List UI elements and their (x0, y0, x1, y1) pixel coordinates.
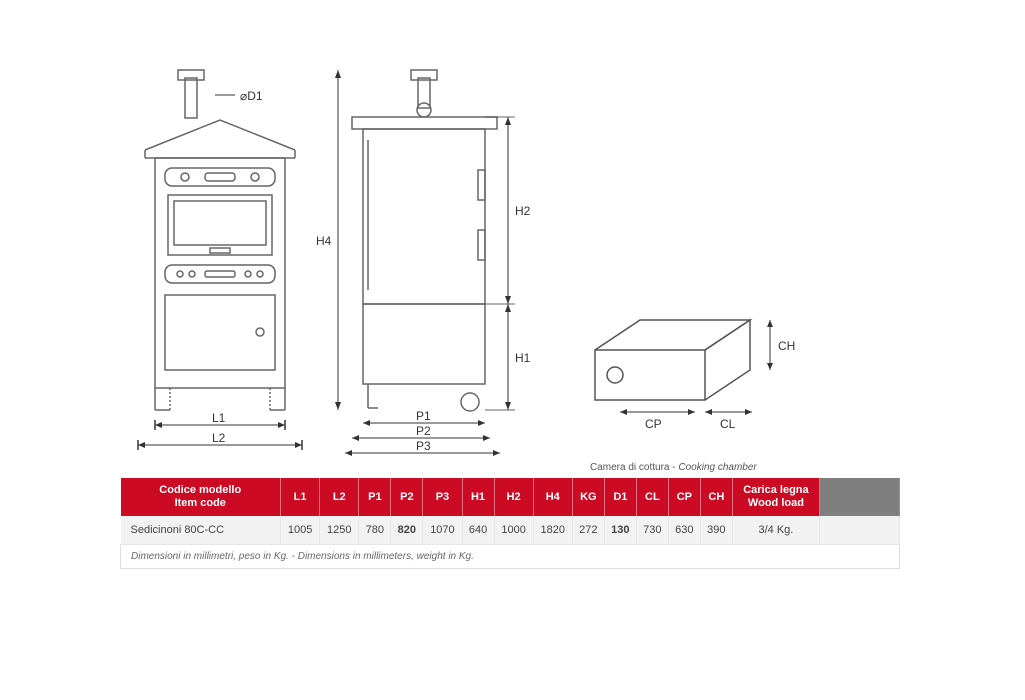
header-p2: P2 (391, 478, 423, 516)
svg-text:H2: H2 (515, 204, 531, 218)
cell-kg: 272 (572, 516, 604, 545)
cell-wood: 3/4 Kg. (732, 516, 819, 545)
svg-text:CP: CP (645, 417, 662, 431)
dimensions-table: Codice modello Item code L1 L2 P1 P2 P3 … (120, 478, 900, 569)
cell-ch: 390 (700, 516, 732, 545)
cell-h4: 1820 (533, 516, 572, 545)
cell-l1: 1005 (281, 516, 320, 545)
header-h4: H4 (533, 478, 572, 516)
diagram-svg: ⌀D1 L1 (120, 50, 890, 460)
header-l1: L1 (281, 478, 320, 516)
cell-h1: 640 (462, 516, 494, 545)
cell-p2: 820 (391, 516, 423, 545)
cell-cl: 730 (636, 516, 668, 545)
svg-text:H4: H4 (316, 234, 332, 248)
cooking-chamber-caption: Camera di cottura - Cooking chamber (590, 462, 757, 473)
header-cp: CP (668, 478, 700, 516)
cell-h2: 1000 (494, 516, 533, 545)
header-p1: P1 (359, 478, 391, 516)
svg-text:⌀D1: ⌀D1 (240, 89, 263, 103)
svg-text:P1: P1 (416, 409, 431, 423)
front-view: ⌀D1 L1 (138, 70, 302, 450)
header-wood: Carica legna Wood load (732, 478, 819, 516)
header-cl: CL (636, 478, 668, 516)
cooking-chamber: CL CP CH (595, 320, 795, 431)
cell-cp: 630 (668, 516, 700, 545)
svg-text:CH: CH (778, 339, 795, 353)
header-h2: H2 (494, 478, 533, 516)
svg-text:L2: L2 (212, 431, 226, 445)
header-d1: D1 (604, 478, 636, 516)
header-h1: H1 (462, 478, 494, 516)
table-header-row: Codice modello Item code L1 L2 P1 P2 P3 … (121, 478, 900, 516)
cell-d1: 130 (604, 516, 636, 545)
table-row: Sedicinoni 80C-CC 1005 1250 780 820 1070… (121, 516, 900, 545)
cell-p3: 1070 (423, 516, 462, 545)
header-ch: CH (700, 478, 732, 516)
header-p3: P3 (423, 478, 462, 516)
svg-text:P2: P2 (416, 424, 431, 438)
svg-text:L1: L1 (212, 411, 226, 425)
header-kg: KG (572, 478, 604, 516)
footnote: Dimensioni in millimetri, peso in Kg. - … (121, 545, 900, 569)
cell-p1: 780 (359, 516, 391, 545)
side-view: H4 H2 H1 P1 P2 P3 (316, 70, 531, 456)
header-l2: L2 (320, 478, 359, 516)
cell-blank (820, 516, 900, 545)
technical-diagram: ⌀D1 L1 (120, 50, 890, 460)
cell-l2: 1250 (320, 516, 359, 545)
footnote-row: Dimensioni in millimetri, peso in Kg. - … (121, 545, 900, 569)
svg-text:H1: H1 (515, 351, 531, 365)
cell-name: Sedicinoni 80C-CC (121, 516, 281, 545)
svg-text:CL: CL (720, 417, 736, 431)
svg-text:P3: P3 (416, 439, 431, 453)
header-item-code: Codice modello Item code (121, 478, 281, 516)
header-blank (820, 478, 900, 516)
